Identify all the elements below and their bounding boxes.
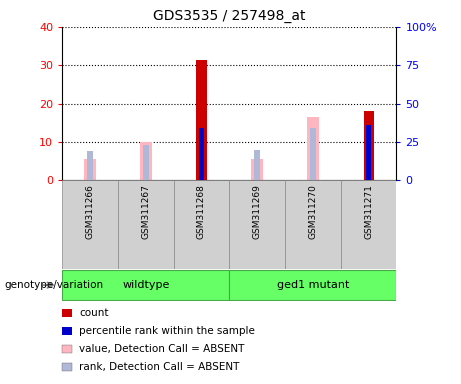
Text: GSM311271: GSM311271 — [364, 184, 373, 239]
Bar — [143, 145, 148, 180]
Bar — [307, 117, 319, 180]
Bar — [174, 180, 229, 269]
Text: value, Detection Call = ABSENT: value, Detection Call = ABSENT — [79, 344, 245, 354]
Text: rank, Detection Call = ABSENT: rank, Detection Call = ABSENT — [79, 362, 240, 372]
Bar — [62, 363, 72, 371]
Bar — [229, 180, 285, 269]
Bar — [341, 180, 396, 269]
Bar — [251, 159, 263, 180]
Bar — [196, 60, 207, 180]
Bar — [62, 180, 118, 269]
Bar — [229, 270, 396, 300]
Bar — [254, 150, 260, 180]
Text: GSM311268: GSM311268 — [197, 184, 206, 239]
Bar — [84, 159, 96, 180]
Bar — [62, 345, 72, 353]
Text: GSM311270: GSM311270 — [308, 184, 318, 239]
Bar — [87, 151, 93, 180]
Title: GDS3535 / 257498_at: GDS3535 / 257498_at — [153, 9, 306, 23]
Bar — [310, 128, 316, 180]
Bar — [62, 309, 72, 317]
Bar — [62, 327, 72, 335]
Text: count: count — [79, 308, 109, 318]
Bar — [118, 180, 174, 269]
Text: GSM311267: GSM311267 — [141, 184, 150, 239]
Text: ged1 mutant: ged1 mutant — [277, 280, 349, 290]
Text: wildtype: wildtype — [122, 280, 170, 290]
Text: GSM311269: GSM311269 — [253, 184, 262, 239]
Bar — [140, 142, 152, 180]
Bar — [199, 128, 204, 180]
Bar — [62, 270, 229, 300]
Text: percentile rank within the sample: percentile rank within the sample — [79, 326, 255, 336]
Bar — [366, 125, 372, 180]
Bar — [285, 180, 341, 269]
Bar — [364, 111, 373, 180]
Text: genotype/variation: genotype/variation — [5, 280, 104, 290]
Text: GSM311266: GSM311266 — [86, 184, 95, 239]
